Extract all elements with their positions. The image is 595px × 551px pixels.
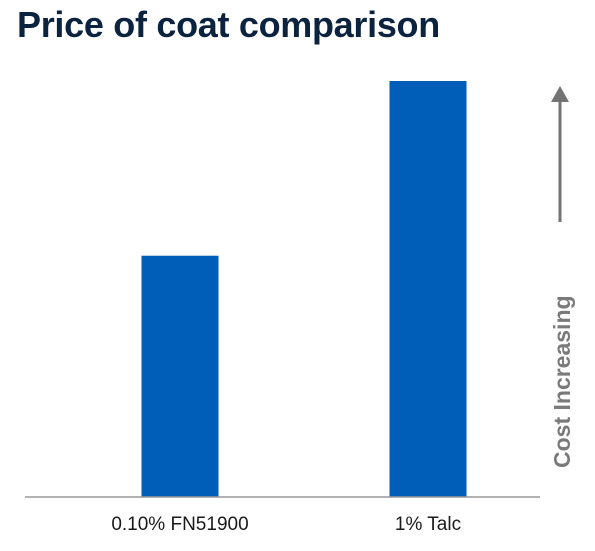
arrow-up-icon <box>551 86 569 102</box>
x-tick-labels: 0.10% FN51900 1% Talc <box>111 514 461 535</box>
y-axis-label: Cost Increasing <box>549 295 575 468</box>
chart-title: Price of coat comparison <box>17 4 440 45</box>
cost-increasing-arrow <box>551 86 569 222</box>
bars-group <box>141 81 467 497</box>
x-tick-label: 0.10% FN51900 <box>111 514 248 535</box>
x-tick-label: 1% Talc <box>395 514 461 535</box>
bar-1 <box>141 255 219 497</box>
bar-2 <box>389 81 467 497</box>
